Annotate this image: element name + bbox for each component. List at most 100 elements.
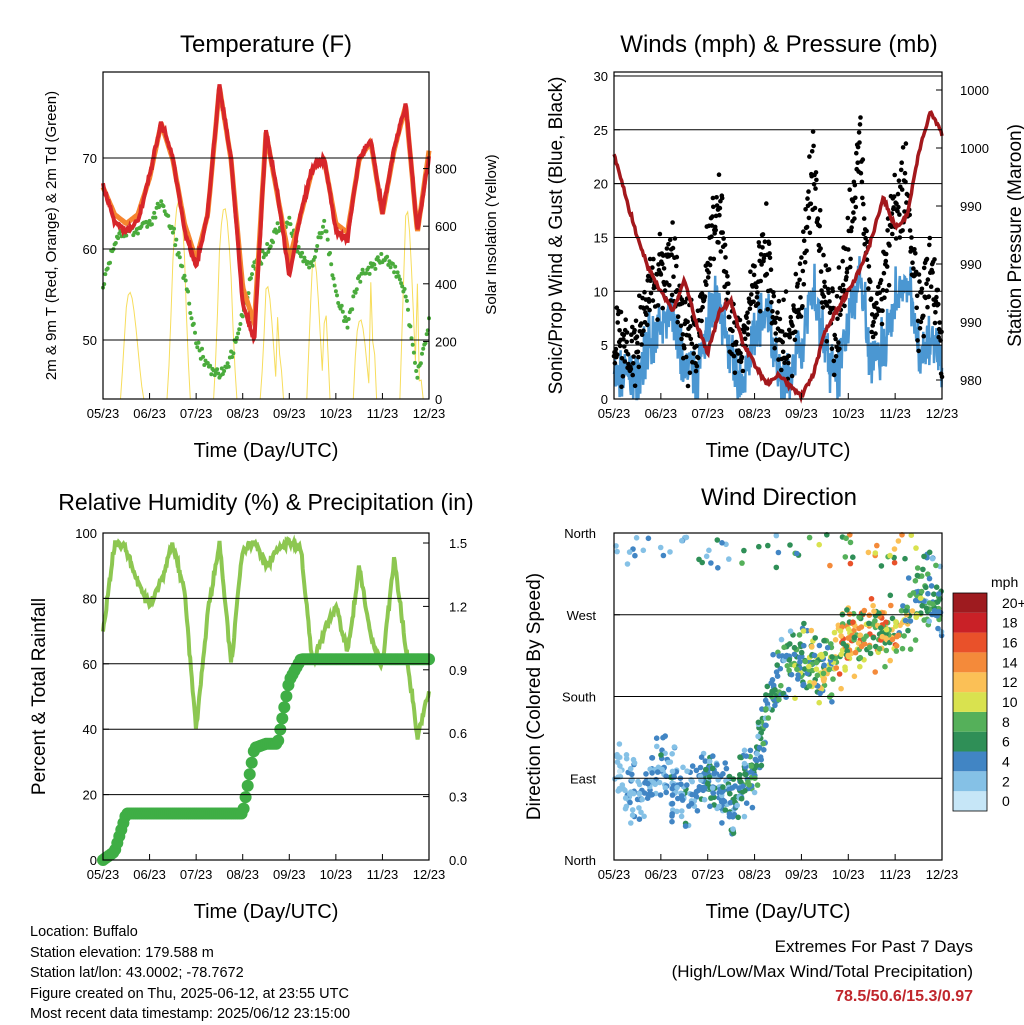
gust-point <box>846 247 851 252</box>
winds-xtick-label: 08/23 <box>738 406 771 421</box>
direction-point <box>765 715 772 721</box>
direction-point <box>893 619 899 625</box>
direction-point <box>669 751 675 757</box>
temp-xtick-label: 06/23 <box>133 406 166 421</box>
gust-point <box>925 277 931 282</box>
gust-point <box>655 317 660 322</box>
colorbar-swatch <box>953 632 987 653</box>
winds-xtick-label: 11/23 <box>879 406 911 421</box>
dewpoint-point <box>183 278 188 283</box>
dir-xtick-label: 06/23 <box>645 867 678 882</box>
gust-point <box>921 333 926 339</box>
gust-point <box>615 352 620 358</box>
gust-point <box>751 299 756 305</box>
direction-point <box>679 797 686 803</box>
gust-point <box>793 329 798 335</box>
direction-point <box>801 620 807 627</box>
direction-point <box>753 762 760 769</box>
direction-point <box>683 534 690 541</box>
direction-point <box>925 590 931 597</box>
dir-ytick-label: North <box>564 853 596 868</box>
gust-point <box>648 290 654 296</box>
dir-xlabel: Time (Day/UTC) <box>706 901 851 923</box>
direction-point <box>716 803 722 810</box>
direction-point <box>720 771 726 777</box>
direction-point <box>749 804 756 811</box>
gust-point <box>795 281 800 287</box>
direction-point <box>926 618 932 624</box>
direction-point <box>730 826 736 832</box>
direction-point <box>861 607 868 614</box>
winds-xtick-label: 05/23 <box>598 406 631 421</box>
direction-point <box>814 672 821 679</box>
gust-point <box>842 303 847 309</box>
gust-point <box>713 227 718 233</box>
gust-point <box>639 332 645 338</box>
gust-point <box>937 320 942 325</box>
direction-point <box>891 546 898 552</box>
dewpoint-point <box>271 240 275 245</box>
direction-point <box>775 549 782 556</box>
gust-point <box>889 224 894 229</box>
winds-xtick-label: 07/23 <box>691 406 724 421</box>
gust-point <box>766 241 772 246</box>
direction-point <box>629 771 635 778</box>
gust-point <box>869 329 874 335</box>
dir-ytick-label: West <box>567 608 597 623</box>
gust-point <box>757 308 763 314</box>
direction-point <box>934 599 941 605</box>
direction-point <box>820 676 827 683</box>
gust-point <box>815 216 821 221</box>
direction-point <box>845 635 852 641</box>
direction-point <box>720 784 726 790</box>
direction-point <box>643 771 649 777</box>
gust-point <box>685 319 690 325</box>
precip-point <box>280 690 293 703</box>
dewpoint-point <box>149 222 154 227</box>
gust-point <box>764 201 769 206</box>
gust-point <box>861 201 866 207</box>
gust-point <box>747 306 753 312</box>
gust-point <box>881 270 887 276</box>
gust-point <box>752 264 757 269</box>
gust-point <box>812 205 818 211</box>
dewpoint-point <box>392 270 397 275</box>
dewpoint-point <box>414 369 419 373</box>
gust-point <box>833 336 838 342</box>
direction-point <box>816 699 822 706</box>
gust-point <box>925 304 930 310</box>
dewpoint-point <box>333 289 338 294</box>
direction-point <box>917 595 924 601</box>
dewpoint-point <box>345 325 350 330</box>
gust-point <box>836 340 841 345</box>
gust-point <box>883 251 889 257</box>
dewpoint-point <box>330 273 335 278</box>
temp-y2tick-label: 200 <box>435 334 457 349</box>
dewpoint-point <box>358 279 363 284</box>
gust-point <box>902 209 907 214</box>
gust-point <box>740 368 746 374</box>
direction-point <box>895 538 902 544</box>
gust-point <box>772 320 778 325</box>
gust-point <box>696 355 701 361</box>
direction-point <box>887 592 894 599</box>
direction-point <box>791 644 798 651</box>
direction-point <box>903 608 909 614</box>
direction-point <box>623 755 630 762</box>
dir-xtick-label: 09/23 <box>785 867 818 882</box>
direction-point <box>929 601 936 607</box>
gust-point <box>792 337 798 343</box>
gust-point <box>762 239 768 244</box>
direction-point <box>770 651 776 658</box>
direction-point <box>889 636 896 643</box>
direction-point <box>866 620 872 627</box>
temp-y2tick-label: 600 <box>435 219 457 234</box>
gust-point <box>907 228 913 233</box>
dewpoint-point <box>240 314 245 319</box>
gust-point <box>807 230 813 236</box>
gust-point <box>864 228 869 234</box>
direction-point <box>623 803 630 810</box>
direction-point <box>829 699 835 705</box>
dewpoint-point <box>209 372 214 377</box>
dewpoint-point <box>234 335 239 340</box>
